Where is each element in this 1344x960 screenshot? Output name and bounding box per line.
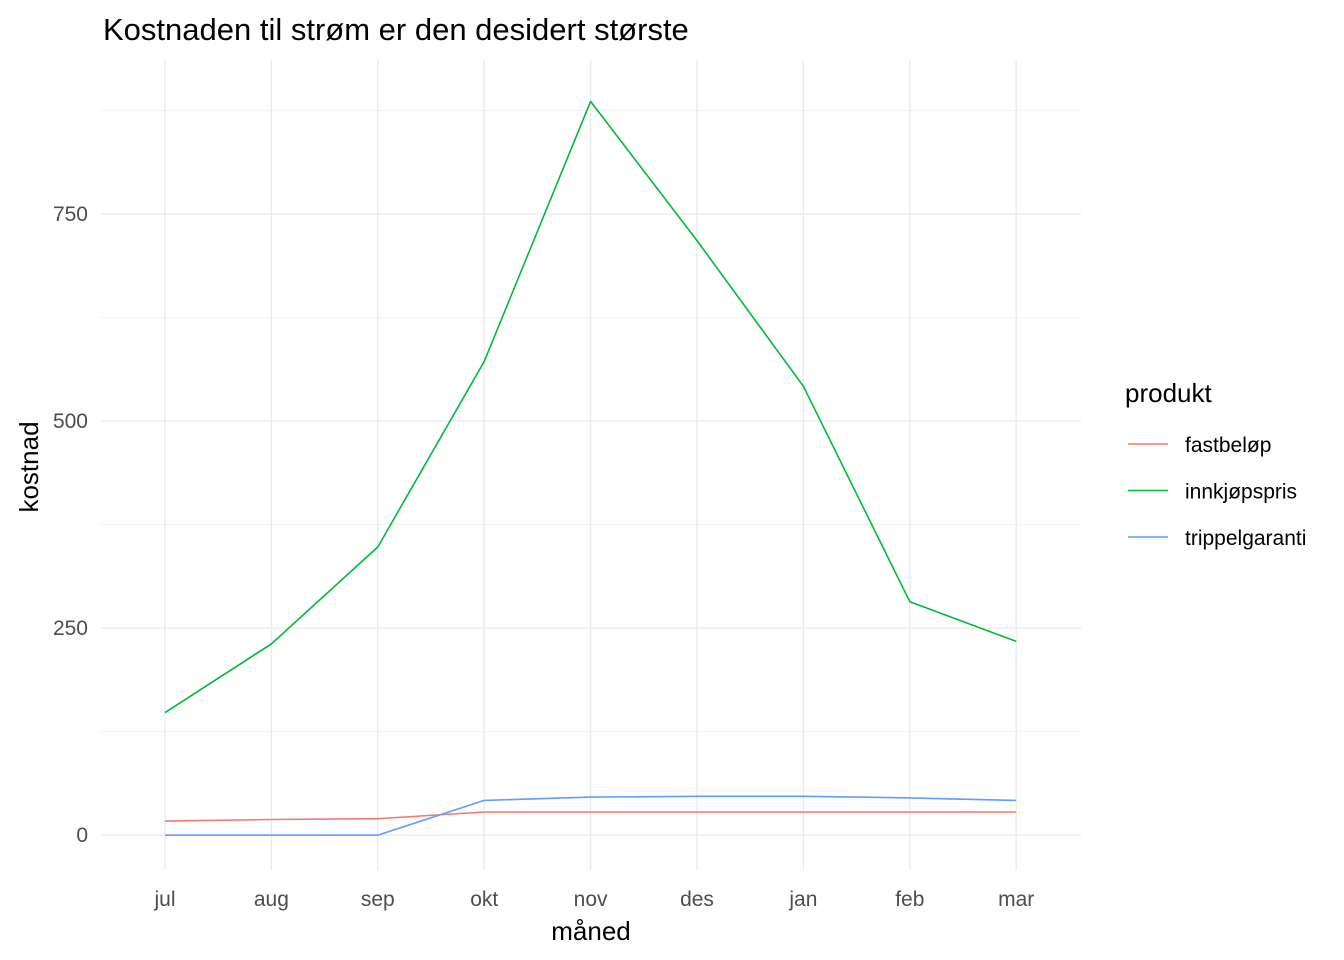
legend-label-0: fastbeløp xyxy=(1185,434,1271,457)
legend-items: fastbeløp innkjøpspris trippelgaranti xyxy=(1128,434,1306,550)
legend-label-1: innkjøpspris xyxy=(1185,481,1297,504)
y-axis-title: kostnad xyxy=(14,421,44,512)
series-line-0 xyxy=(164,811,1017,822)
x-tick-label: nov xyxy=(574,888,608,911)
x-tick-label: okt xyxy=(470,888,498,911)
y-axis-tick-labels: 0 250 500 750 xyxy=(53,203,88,847)
legend-title: produkt xyxy=(1125,378,1212,408)
x-tick-label: des xyxy=(680,888,714,911)
y-tick-label: 750 xyxy=(53,203,88,226)
grid-major-lines xyxy=(101,60,1081,870)
legend-label-2: trippelgaranti xyxy=(1185,527,1306,550)
x-tick-label: jan xyxy=(788,888,817,911)
x-tick-label: aug xyxy=(254,888,289,911)
legend: produkt fastbeløp innkjøpspris trippelgara… xyxy=(1125,378,1306,550)
chart-title: Kostnaden til strøm er den desidert stør… xyxy=(103,12,689,47)
x-tick-label: sep xyxy=(361,888,395,911)
y-tick-label: 250 xyxy=(53,617,88,640)
series-line-2 xyxy=(165,795,1017,837)
y-tick-label: 0 xyxy=(76,824,88,847)
x-tick-label: feb xyxy=(895,888,924,911)
x-axis-title: måned xyxy=(551,916,631,946)
y-tick-label: 500 xyxy=(53,410,88,433)
series-line-1 xyxy=(164,100,1017,714)
series-lines xyxy=(164,100,1017,837)
x-axis-tick-labels: jul aug sep okt nov des jan feb mar xyxy=(153,888,1034,911)
x-tick-label: mar xyxy=(998,888,1034,911)
x-tick-label: jul xyxy=(153,888,175,911)
